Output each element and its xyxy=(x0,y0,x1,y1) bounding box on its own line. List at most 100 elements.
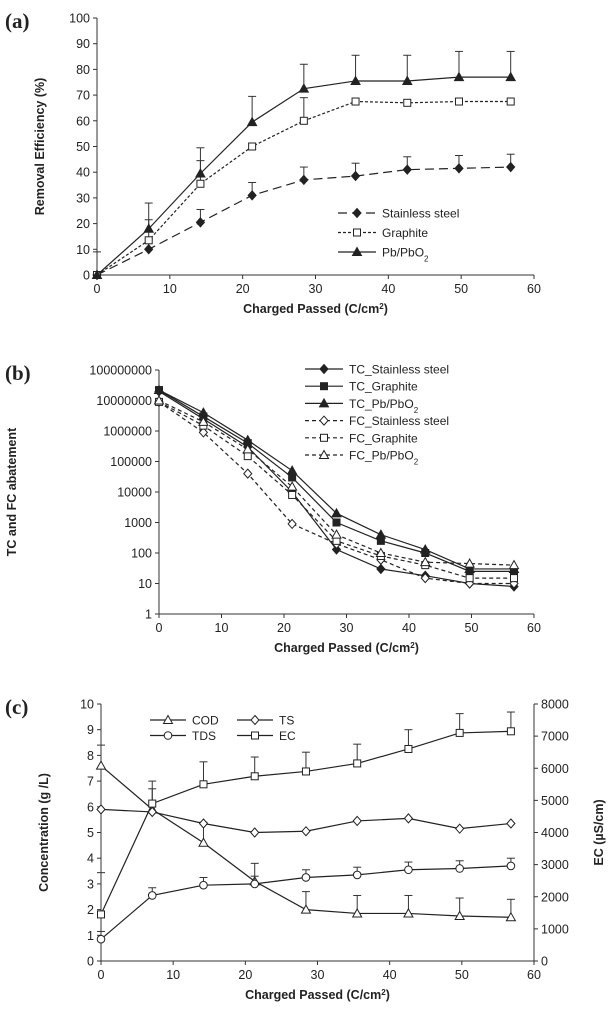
y-tick-label: 40 xyxy=(76,166,90,180)
x-tick-label: 50 xyxy=(465,621,479,635)
data-point xyxy=(405,866,413,874)
data-point xyxy=(353,871,361,879)
y-tick-label: 60 xyxy=(76,114,90,128)
x-tick-label: 40 xyxy=(402,621,416,635)
y2-tick-label: 3000 xyxy=(541,858,569,872)
legend-label: TC_Graphite xyxy=(349,380,418,394)
x-tick-label: 20 xyxy=(238,968,252,982)
data-point xyxy=(352,98,359,105)
y2-tick-label: 1000 xyxy=(541,922,569,936)
data-point xyxy=(352,172,360,181)
y-tick-label: 7 xyxy=(87,775,94,789)
data-point xyxy=(507,728,514,735)
data-point xyxy=(376,530,385,538)
x-tick-label: 60 xyxy=(527,968,541,982)
data-point xyxy=(300,175,308,184)
y-tick-label: 0 xyxy=(87,955,94,969)
data-point xyxy=(97,761,106,769)
y-axis-title: Concentration (g /L) xyxy=(37,773,51,892)
data-point xyxy=(149,800,156,807)
legend-marker xyxy=(320,416,328,425)
y-tick-label: 10000000 xyxy=(96,394,152,408)
y-tick-label: 70 xyxy=(76,89,90,103)
y-tick-label: 8 xyxy=(87,749,94,763)
data-point xyxy=(466,575,473,582)
legend-label: EC xyxy=(279,729,296,743)
y2-tick-label: 7000 xyxy=(541,730,569,744)
legend-label: FC_Graphite xyxy=(349,431,418,445)
x-tick-label: 20 xyxy=(236,282,250,296)
x-tick-label: 30 xyxy=(309,282,323,296)
y-tick-label: 10 xyxy=(80,698,94,712)
y-axis-title: TC and FC abatement xyxy=(5,427,19,556)
legend-label: Pb/PbO2 xyxy=(382,246,429,264)
y-tick-label: 1 xyxy=(87,929,94,943)
data-point xyxy=(289,474,296,481)
y-axis-title: Removal Efficiency (%) xyxy=(33,78,47,216)
y-tick-label: 100 xyxy=(131,547,152,561)
data-point xyxy=(251,828,259,837)
panel-label: (a) xyxy=(5,9,30,33)
y-tick-label: 1000000 xyxy=(103,425,152,439)
data-point xyxy=(507,163,515,172)
data-point xyxy=(333,519,340,526)
x-tick-label: 50 xyxy=(454,282,468,296)
x-axis-title: Charged Passed (C/cm2) xyxy=(243,302,388,317)
legend-label: TC_Pb/PbO2 xyxy=(349,397,419,415)
legend-label: FC_Pb/PbO2 xyxy=(349,449,419,467)
y-tick-label: 6 xyxy=(87,800,94,814)
data-point xyxy=(97,935,105,943)
data-point xyxy=(196,218,204,227)
legend-marker xyxy=(321,434,328,441)
data-point xyxy=(289,491,296,498)
data-point xyxy=(251,773,258,780)
y-tick-label: 10000 xyxy=(117,486,152,500)
data-point xyxy=(97,805,105,814)
x-tick-label: 0 xyxy=(156,621,163,635)
y-tick-label: 10 xyxy=(76,243,90,257)
x-tick-label: 60 xyxy=(527,621,541,635)
data-point xyxy=(248,118,257,126)
data-point xyxy=(98,911,105,918)
x-tick-label: 10 xyxy=(215,621,229,635)
y-tick-label: 1 xyxy=(145,608,152,622)
legend-marker xyxy=(251,716,259,725)
y-tick-label: 5 xyxy=(87,826,94,840)
data-point xyxy=(301,905,310,913)
x-tick-label: 0 xyxy=(98,968,105,982)
legend-marker xyxy=(353,209,361,218)
data-point xyxy=(456,824,464,833)
data-point xyxy=(377,564,385,573)
x-tick-label: 60 xyxy=(527,282,541,296)
x-tick-label: 0 xyxy=(94,282,101,296)
y2-tick-label: 8000 xyxy=(541,698,569,712)
data-point xyxy=(354,760,361,767)
data-point xyxy=(302,827,310,836)
y2-tick-label: 6000 xyxy=(541,762,569,776)
y2-axis-title: EC (µS/cm) xyxy=(592,799,606,865)
legend-label: FC_Stainless steel xyxy=(349,414,449,428)
x-axis-title: Charged Passed (C/cm2) xyxy=(274,641,419,656)
legend-marker xyxy=(321,383,328,390)
data-point xyxy=(507,98,514,105)
legend-label: Stainless steel xyxy=(382,207,459,221)
y-tick-label: 30 xyxy=(76,191,90,205)
legend-marker xyxy=(164,732,172,740)
x-tick-label: 10 xyxy=(166,968,180,982)
x-tick-label: 30 xyxy=(340,621,354,635)
data-point xyxy=(199,838,208,846)
data-point xyxy=(200,881,208,889)
y-tick-label: 80 xyxy=(76,63,90,77)
data-point xyxy=(197,180,204,187)
panel-label: (b) xyxy=(5,361,31,385)
y-tick-label: 100000000 xyxy=(89,364,152,378)
data-point xyxy=(353,816,361,825)
legend-label: Graphite xyxy=(382,226,428,240)
panel-label: (c) xyxy=(5,695,28,719)
y2-tick-label: 5000 xyxy=(541,794,569,808)
data-point xyxy=(300,117,307,124)
y-tick-label: 90 xyxy=(76,37,90,51)
y2-tick-label: 0 xyxy=(541,955,548,969)
x-tick-label: 40 xyxy=(383,968,397,982)
